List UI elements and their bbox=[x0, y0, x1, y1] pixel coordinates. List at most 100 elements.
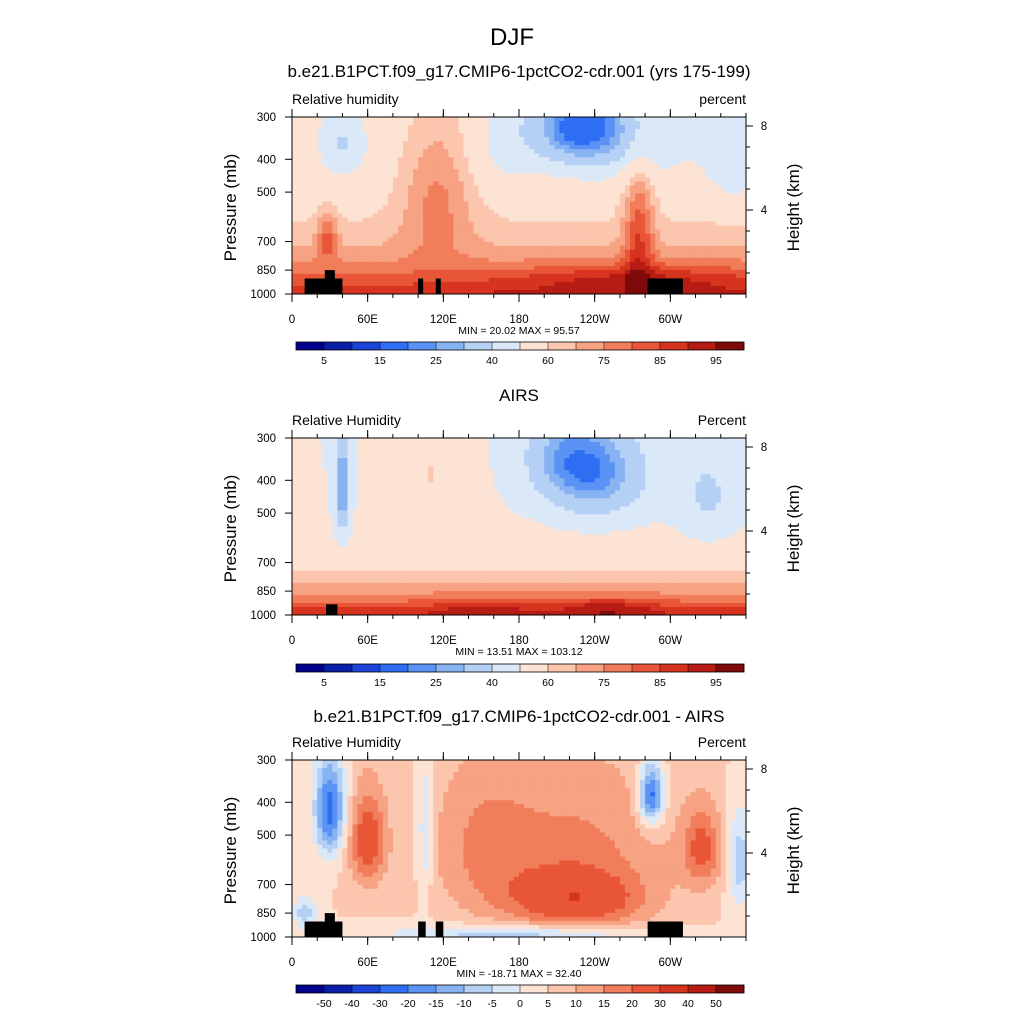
field-cell bbox=[513, 273, 520, 279]
field-cell bbox=[710, 209, 717, 215]
field-cell bbox=[564, 289, 571, 294]
field-cell bbox=[478, 197, 485, 203]
field-cell bbox=[574, 446, 581, 451]
field-cell bbox=[619, 470, 626, 475]
field-cell bbox=[705, 117, 712, 122]
field-cell bbox=[418, 201, 424, 207]
field-cell bbox=[549, 209, 555, 215]
field-cell bbox=[483, 233, 490, 239]
field-cell bbox=[448, 245, 455, 251]
field-cell bbox=[483, 249, 490, 255]
field-cell bbox=[619, 145, 626, 150]
colorbar-label: 60 bbox=[542, 355, 554, 367]
field-cell bbox=[725, 125, 732, 130]
field-cell bbox=[367, 446, 374, 451]
field-cell bbox=[690, 245, 697, 251]
field-cell bbox=[519, 285, 525, 291]
field-cell bbox=[650, 129, 656, 134]
field-cell bbox=[715, 149, 722, 154]
field-cell bbox=[519, 221, 525, 227]
field-cell bbox=[554, 149, 560, 154]
field-cell bbox=[675, 133, 682, 138]
field-cell bbox=[544, 450, 550, 455]
field-cell bbox=[559, 277, 565, 283]
field-cell bbox=[322, 470, 328, 475]
field-cell bbox=[650, 197, 656, 203]
field-cell bbox=[544, 265, 550, 271]
field-cell bbox=[710, 281, 717, 287]
field-cell bbox=[569, 249, 576, 255]
field-cell bbox=[297, 281, 303, 287]
field-cell bbox=[357, 466, 364, 471]
field-cell bbox=[418, 269, 424, 275]
field-cell bbox=[695, 125, 702, 130]
field-cell bbox=[690, 205, 697, 211]
field-cell bbox=[458, 217, 465, 223]
field-cell bbox=[715, 137, 722, 142]
field-cell bbox=[433, 217, 439, 223]
field-cell bbox=[392, 157, 399, 162]
field-cell bbox=[539, 189, 545, 195]
field-cell bbox=[614, 446, 621, 451]
field-cell bbox=[392, 149, 399, 154]
field-cell bbox=[392, 193, 399, 199]
field-cell bbox=[655, 470, 661, 475]
field-cell bbox=[387, 129, 394, 134]
field-cell bbox=[529, 281, 535, 287]
field-cell bbox=[645, 169, 651, 174]
field-cell bbox=[710, 229, 717, 235]
field-cell bbox=[397, 277, 404, 283]
field-cell bbox=[513, 117, 520, 122]
field-cell bbox=[387, 181, 394, 186]
field-cell bbox=[740, 289, 746, 294]
field-cell bbox=[408, 141, 414, 146]
field-cell bbox=[352, 201, 359, 207]
field-cell bbox=[604, 141, 611, 146]
field-cell bbox=[589, 217, 596, 223]
field-cell bbox=[342, 141, 349, 146]
field-cell bbox=[397, 241, 404, 247]
field-cell bbox=[463, 197, 470, 203]
field-cell bbox=[337, 253, 344, 259]
field-cell bbox=[680, 289, 687, 294]
field-cell bbox=[443, 249, 449, 255]
field-cell bbox=[609, 281, 616, 287]
field-cell bbox=[715, 245, 722, 251]
field-cell bbox=[478, 285, 485, 291]
field-cell bbox=[453, 265, 460, 271]
field-cell bbox=[735, 438, 742, 443]
field-cell bbox=[715, 241, 722, 247]
field-cell bbox=[740, 229, 746, 235]
field-cell bbox=[498, 233, 505, 239]
field-cell bbox=[317, 253, 323, 259]
field-cell bbox=[544, 129, 550, 134]
field-cell bbox=[513, 141, 520, 146]
field-cell bbox=[640, 185, 646, 191]
field-cell bbox=[337, 229, 344, 235]
field-cell bbox=[584, 269, 591, 275]
field-cell bbox=[297, 229, 303, 235]
field-cell bbox=[292, 257, 298, 263]
field-cell bbox=[650, 165, 656, 170]
field-cell bbox=[357, 458, 364, 463]
field-cell bbox=[574, 261, 581, 267]
field-cell bbox=[342, 217, 349, 223]
field-cell bbox=[438, 197, 444, 203]
field-cell bbox=[463, 474, 470, 479]
field-cell bbox=[297, 273, 303, 279]
field-cell bbox=[549, 177, 555, 182]
field-cell bbox=[524, 133, 530, 138]
field-cell bbox=[730, 169, 737, 174]
field-cell bbox=[554, 117, 560, 122]
field-cell bbox=[312, 209, 318, 215]
field-cell bbox=[730, 153, 737, 158]
field-cell bbox=[302, 474, 308, 479]
field-cell bbox=[660, 217, 666, 223]
field-cell bbox=[362, 209, 369, 215]
field-cell bbox=[604, 177, 611, 182]
field-cell bbox=[357, 197, 364, 203]
field-cell bbox=[544, 237, 550, 243]
field-cell bbox=[443, 446, 449, 451]
field-cell bbox=[534, 474, 540, 479]
field-cell bbox=[362, 237, 369, 243]
